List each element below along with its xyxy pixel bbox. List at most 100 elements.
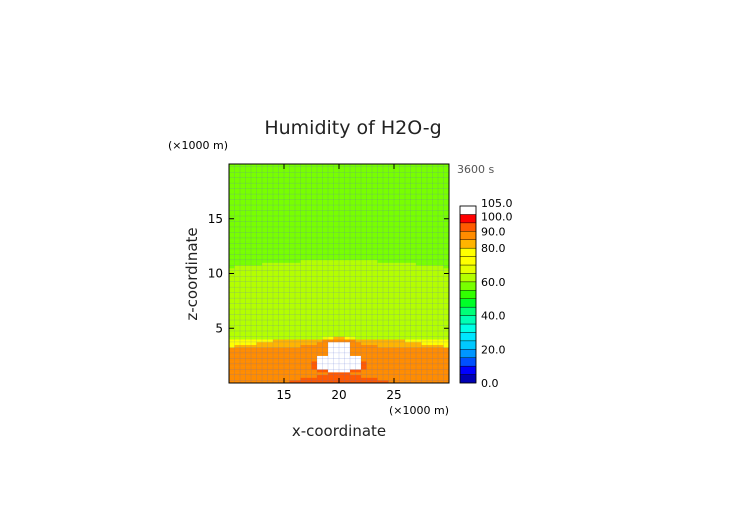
heat-cell xyxy=(388,224,395,228)
heat-cell xyxy=(284,328,290,332)
heat-cell xyxy=(289,224,296,228)
heat-cell xyxy=(438,306,444,310)
heat-cell xyxy=(416,174,422,178)
heat-cell xyxy=(416,363,422,367)
heat-cell xyxy=(229,361,235,365)
heat-cell xyxy=(317,188,323,192)
heat-cell xyxy=(333,278,340,283)
heat-cell xyxy=(344,248,351,252)
heat-cell xyxy=(328,341,334,345)
heat-cell xyxy=(322,199,329,203)
heat-cell xyxy=(295,246,301,250)
heat-cell xyxy=(344,257,351,261)
heat-cell xyxy=(355,369,362,373)
heat-cell xyxy=(366,311,373,315)
heat-cell xyxy=(416,229,422,233)
heat-cell xyxy=(273,210,279,214)
heat-cell xyxy=(388,251,395,255)
heat-cell xyxy=(300,226,307,230)
heat-cell xyxy=(405,336,411,340)
heat-cell xyxy=(416,317,422,321)
heat-cell xyxy=(361,248,367,252)
heat-cell xyxy=(300,188,307,192)
heat-cell xyxy=(278,172,285,176)
heat-cell xyxy=(284,196,290,200)
heat-cell xyxy=(300,174,307,178)
heat-cell xyxy=(421,325,428,329)
x-tick-label: 20 xyxy=(331,388,346,402)
heat-cell xyxy=(317,320,323,324)
heat-cell xyxy=(289,196,296,200)
heat-cell xyxy=(289,235,296,239)
heat-cell xyxy=(245,243,252,247)
heat-cell xyxy=(300,314,307,318)
heat-cell xyxy=(339,221,345,225)
heat-cell xyxy=(366,248,373,252)
heat-cell xyxy=(256,333,263,337)
heat-cell xyxy=(383,254,389,258)
heat-cell xyxy=(300,284,307,288)
heat-cell xyxy=(432,295,439,299)
heat-cell xyxy=(229,273,235,277)
heat-cell xyxy=(416,295,422,299)
heat-cell xyxy=(229,243,235,247)
heat-cell xyxy=(410,341,417,345)
heat-cell xyxy=(278,347,285,351)
heat-cell xyxy=(322,216,329,220)
heat-cell xyxy=(328,229,334,233)
heat-cell xyxy=(278,333,285,337)
heat-cell xyxy=(262,202,268,206)
heat-cell xyxy=(443,237,450,241)
heat-cell xyxy=(267,235,274,239)
heat-cell xyxy=(295,347,301,351)
heat-cell xyxy=(399,350,406,354)
heat-cell xyxy=(267,380,274,384)
heat-cell xyxy=(432,216,439,220)
heat-cell xyxy=(394,229,400,233)
heat-cell xyxy=(394,339,400,343)
heat-cell xyxy=(245,194,252,198)
heat-cell xyxy=(267,183,274,187)
heat-cell xyxy=(289,194,296,198)
heat-cell xyxy=(240,213,246,217)
heat-cell xyxy=(256,309,263,313)
heat-cell xyxy=(394,183,400,187)
heat-cell xyxy=(372,361,378,365)
heat-cell xyxy=(245,254,252,258)
heat-cell xyxy=(366,166,373,170)
heat-cell xyxy=(377,284,384,288)
heat-cell xyxy=(251,298,257,302)
heat-cell xyxy=(361,330,367,335)
heat-cell xyxy=(388,333,395,337)
heat-cell xyxy=(256,172,263,176)
colorbar-swatch xyxy=(459,323,477,333)
heat-cell xyxy=(372,229,378,233)
heat-cell xyxy=(416,218,422,222)
heat-cell xyxy=(289,347,296,351)
heat-cell xyxy=(245,341,252,345)
heat-cell xyxy=(284,205,290,209)
heat-cell xyxy=(443,166,450,170)
heat-cell xyxy=(240,259,246,263)
heat-cell xyxy=(432,336,439,340)
heat-cell xyxy=(322,221,329,225)
heat-cell xyxy=(328,320,334,324)
heat-cell xyxy=(251,281,257,285)
heat-cell xyxy=(251,194,257,198)
heat-cell xyxy=(333,268,340,272)
heat-cell xyxy=(438,164,444,168)
heat-cell xyxy=(421,188,428,192)
heat-cell xyxy=(234,311,241,315)
heat-cell xyxy=(278,191,285,195)
heat-cell xyxy=(350,180,356,184)
heat-cell xyxy=(328,374,334,378)
heat-cell xyxy=(432,330,439,335)
heat-cell xyxy=(317,254,323,258)
heat-cell xyxy=(443,303,450,307)
heat-cell xyxy=(432,202,439,206)
heat-cell xyxy=(372,254,378,258)
colorbar-label: 90.0 xyxy=(481,225,506,238)
heat-cell xyxy=(377,169,384,173)
heat-cell xyxy=(355,174,362,178)
heat-cell xyxy=(438,284,444,288)
